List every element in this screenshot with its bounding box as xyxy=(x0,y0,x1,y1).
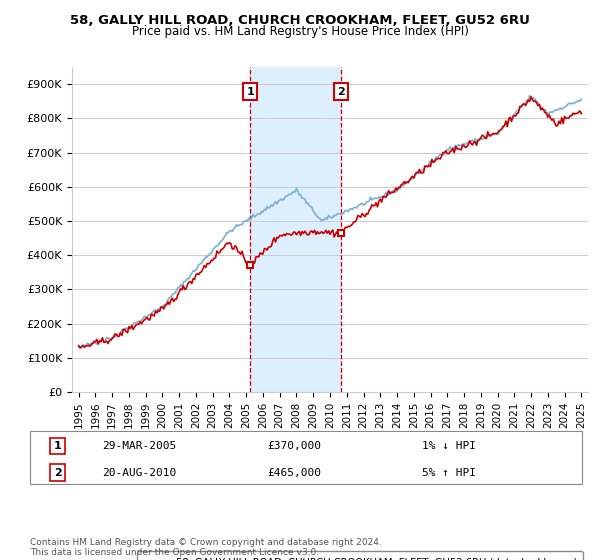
Text: 1: 1 xyxy=(54,441,61,451)
Text: 2: 2 xyxy=(54,468,61,478)
Text: 1: 1 xyxy=(247,87,254,96)
FancyBboxPatch shape xyxy=(30,431,582,484)
Text: 1% ↓ HPI: 1% ↓ HPI xyxy=(422,441,476,451)
Text: 58, GALLY HILL ROAD, CHURCH CROOKHAM, FLEET, GU52 6RU: 58, GALLY HILL ROAD, CHURCH CROOKHAM, FL… xyxy=(70,14,530,27)
Text: £465,000: £465,000 xyxy=(268,468,322,478)
Text: 5% ↑ HPI: 5% ↑ HPI xyxy=(422,468,476,478)
Text: £370,000: £370,000 xyxy=(268,441,322,451)
Text: 29-MAR-2005: 29-MAR-2005 xyxy=(102,441,176,451)
Text: 20-AUG-2010: 20-AUG-2010 xyxy=(102,468,176,478)
Text: Contains HM Land Registry data © Crown copyright and database right 2024.
This d: Contains HM Land Registry data © Crown c… xyxy=(30,538,382,557)
Legend: 58, GALLY HILL ROAD, CHURCH CROOKHAM, FLEET, GU52 6RU (detached house), HPI: Ave: 58, GALLY HILL ROAD, CHURCH CROOKHAM, FL… xyxy=(137,552,583,560)
Text: 2: 2 xyxy=(337,87,344,96)
Bar xyxy=(250,67,341,392)
Text: Price paid vs. HM Land Registry's House Price Index (HPI): Price paid vs. HM Land Registry's House … xyxy=(131,25,469,38)
